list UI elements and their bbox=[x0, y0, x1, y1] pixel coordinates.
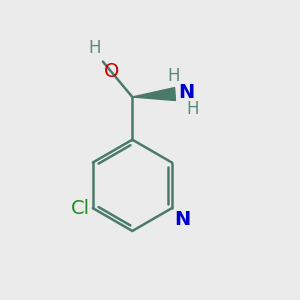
Text: N: N bbox=[174, 210, 190, 229]
Text: N: N bbox=[178, 83, 195, 102]
Text: Cl: Cl bbox=[71, 199, 91, 218]
Text: H: H bbox=[167, 67, 180, 85]
Polygon shape bbox=[132, 88, 176, 100]
Text: H: H bbox=[88, 39, 101, 57]
Text: H: H bbox=[186, 100, 199, 118]
Text: O: O bbox=[104, 62, 119, 81]
